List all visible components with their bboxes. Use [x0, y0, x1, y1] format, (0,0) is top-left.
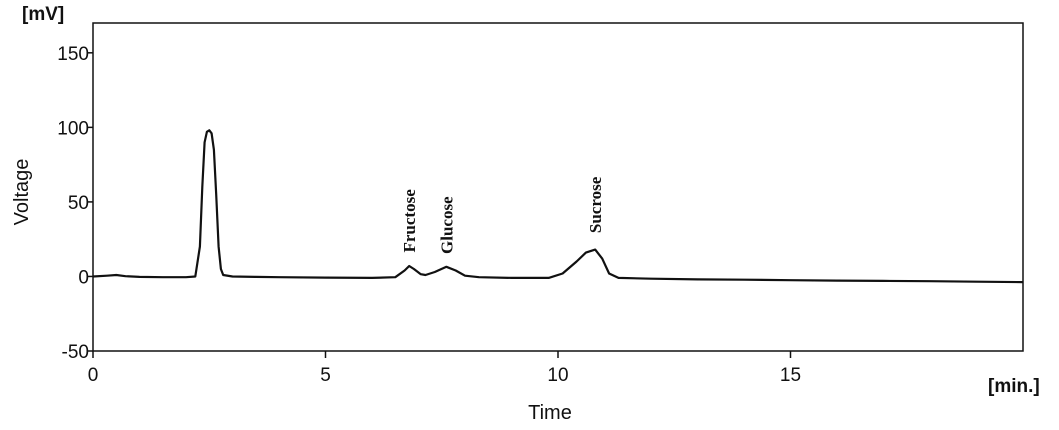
y-unit-label: [mV] [22, 4, 64, 25]
y-tick-label: -50 [62, 342, 89, 363]
peak-label: Sucrose [586, 176, 605, 233]
peak-labels: Fructose Glucose Sucrose [400, 176, 605, 254]
peak-label: Glucose [437, 196, 456, 254]
plot-frame [92, 22, 1024, 352]
signal-trace [92, 129, 1024, 284]
x-tick-label: 10 [547, 365, 568, 386]
x-unit-label: [min.] [988, 376, 1040, 397]
x-tick-label: 5 [320, 365, 331, 386]
y-tick-label: 100 [57, 118, 89, 139]
y-tick-label: 50 [68, 193, 89, 214]
y-tick-label: 150 [57, 44, 89, 65]
y-axis-ticks: -50 0 50 100 150 [57, 44, 93, 363]
peak-label: Fructose [400, 189, 419, 253]
y-axis-title: Voltage [11, 159, 33, 226]
x-axis-ticks: 0 5 10 15 [88, 351, 801, 386]
x-axis-title: Time [528, 402, 572, 424]
x-tick-label: 0 [88, 365, 99, 386]
y-tick-label: 0 [78, 267, 89, 288]
x-tick-label: 15 [780, 365, 801, 386]
